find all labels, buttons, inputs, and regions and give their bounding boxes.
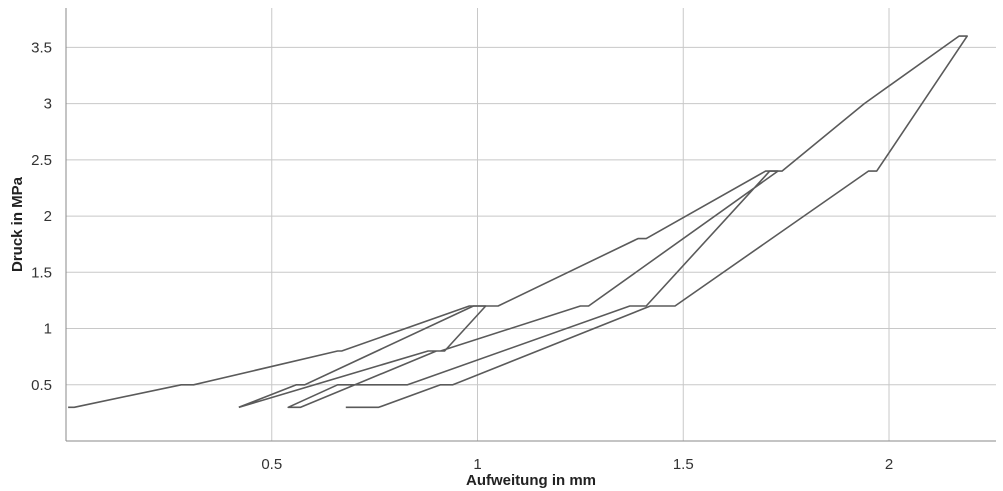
x-tick-label: 2 [885, 456, 893, 473]
gridlines [66, 8, 996, 441]
series-line-2 [238, 170, 779, 409]
y-tick-label: 2 [44, 208, 52, 225]
y-axis-title: Druck in MPa [9, 176, 26, 272]
y-tick-label: 2.5 [31, 152, 52, 169]
axes [65, 8, 996, 442]
x-tick-label: 0.5 [261, 456, 282, 473]
y-tick-label: 1 [44, 321, 52, 338]
x-tick-label: 1.5 [673, 456, 694, 473]
x-axis-title: Aufweitung in mm [466, 472, 596, 489]
y-tick-label: 3 [44, 96, 52, 113]
y-tick-label: 0.5 [31, 377, 52, 394]
tick-labels: 0.5 1 1.5 2 0.5 1 1.5 2 2.5 3 3.5 [31, 39, 893, 473]
series-line-1 [68, 35, 969, 409]
data-series [68, 35, 969, 409]
x-tick-label: 1 [473, 456, 481, 473]
y-tick-label: 3.5 [31, 39, 52, 56]
y-tick-label: 1.5 [31, 264, 52, 281]
